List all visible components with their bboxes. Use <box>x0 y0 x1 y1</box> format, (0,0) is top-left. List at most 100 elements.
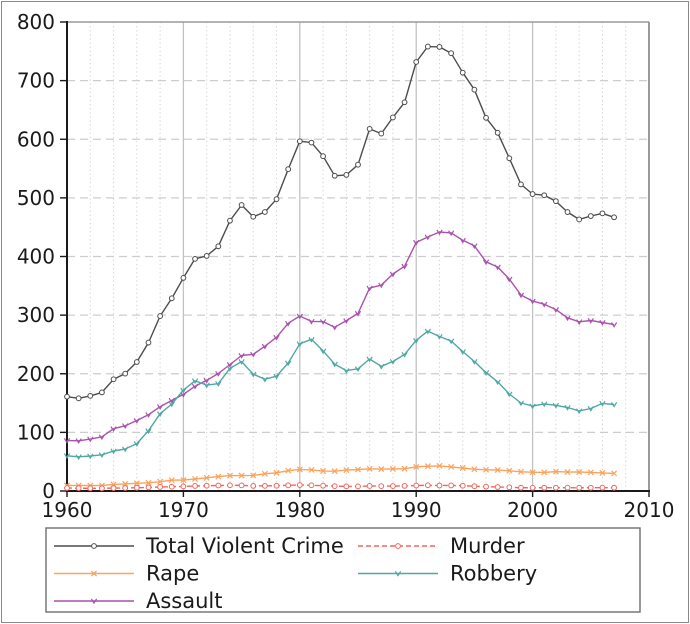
series-line-assault <box>66 231 615 442</box>
series-total-violent-crime <box>64 43 617 402</box>
data-point-marker <box>366 465 373 472</box>
data-point-marker <box>552 468 559 475</box>
data-point-marker <box>331 361 338 368</box>
data-point-marker <box>436 482 443 489</box>
data-point-marker <box>355 161 361 168</box>
data-point-marker <box>494 264 501 271</box>
y-tick-label: 300 <box>17 303 55 327</box>
data-point-marker <box>157 411 164 417</box>
data-point-marker <box>482 259 490 266</box>
data-point-marker <box>285 166 292 173</box>
data-point-marker <box>110 426 117 432</box>
data-point-marker <box>389 271 397 278</box>
data-point-marker <box>215 482 222 489</box>
data-point-marker <box>273 469 280 476</box>
data-point-marker <box>401 351 408 358</box>
data-point-marker <box>285 320 292 327</box>
data-point-marker <box>203 474 210 481</box>
data-point-marker <box>250 482 257 489</box>
data-point-marker <box>63 453 71 460</box>
data-point-marker <box>395 543 401 549</box>
series-assault <box>63 229 618 445</box>
data-point-marker <box>90 570 98 577</box>
y-tick-label: 0 <box>42 479 55 503</box>
data-point-marker <box>192 483 198 489</box>
data-point-marker <box>285 467 292 474</box>
data-point-marker <box>91 543 97 549</box>
data-point-marker <box>320 482 326 489</box>
data-point-marker <box>98 452 106 459</box>
data-point-marker <box>611 214 617 221</box>
data-point-marker <box>110 376 117 383</box>
x-tick-label: 2000 <box>507 498 558 522</box>
data-point-marker <box>552 402 559 409</box>
data-point-marker <box>436 229 443 236</box>
data-point-marker <box>157 484 164 490</box>
data-point-marker <box>355 483 361 490</box>
data-point-marker <box>494 466 501 473</box>
data-point-marker <box>261 470 268 477</box>
data-point-marker <box>64 393 70 400</box>
data-point-marker <box>145 412 152 418</box>
x-tick-label: 1960 <box>42 498 93 522</box>
x-tick-label: 2010 <box>624 498 675 522</box>
data-point-marker <box>506 276 513 283</box>
data-point-marker <box>122 485 129 491</box>
data-point-marker <box>576 468 583 476</box>
data-point-marker <box>203 377 210 384</box>
legend-box <box>45 527 641 613</box>
data-point-marker <box>564 469 571 476</box>
data-point-marker <box>90 598 98 605</box>
data-point-marker <box>401 99 408 106</box>
data-point-marker <box>343 318 350 324</box>
data-point-marker <box>250 213 257 220</box>
legend-item-robbery: Robbery <box>358 562 537 586</box>
data-point-marker <box>250 472 257 479</box>
data-point-marker <box>517 292 525 299</box>
data-point-marker <box>599 210 606 217</box>
data-point-marker <box>564 404 571 411</box>
data-point-marker <box>87 485 94 492</box>
data-point-marker <box>599 319 606 326</box>
data-point-marker <box>518 181 524 188</box>
y-tick-label: 600 <box>17 127 55 151</box>
data-point-marker <box>168 401 175 408</box>
series-line-rape <box>66 465 615 487</box>
data-point-marker <box>541 469 548 476</box>
data-point-marker <box>576 216 583 223</box>
data-point-marker <box>424 234 431 241</box>
legend: Total Violent Crime Rape Assault Murder Robb… <box>45 527 641 613</box>
data-point-marker <box>122 370 129 377</box>
data-point-marker <box>308 318 315 325</box>
data-point-marker <box>564 315 571 322</box>
data-point-marker <box>471 358 478 365</box>
y-tick-label: 700 <box>17 69 55 93</box>
y-tick-label: 800 <box>17 10 55 34</box>
y-tick-label: 200 <box>17 362 55 386</box>
data-point-marker <box>529 191 536 197</box>
data-point-marker <box>494 379 501 386</box>
data-point-marker <box>308 466 315 473</box>
data-point-marker <box>87 392 94 399</box>
data-point-marker <box>308 482 315 489</box>
data-point-marker <box>331 468 338 475</box>
legend-label-murder: Murder <box>450 534 525 558</box>
data-point-marker <box>354 310 362 317</box>
data-point-marker <box>180 274 187 281</box>
data-point-marker <box>227 482 233 489</box>
data-point-marker <box>459 237 466 244</box>
data-point-marker <box>308 139 315 146</box>
data-point-marker <box>75 485 82 492</box>
data-point-marker <box>483 114 489 121</box>
data-point-marker <box>529 298 536 305</box>
data-point-marker <box>296 313 303 320</box>
data-point-marker <box>250 371 257 378</box>
data-point-marker <box>168 295 175 302</box>
data-point-marker <box>110 485 117 492</box>
data-point-marker <box>541 401 548 408</box>
data-point-marker <box>250 351 257 358</box>
data-point-marker <box>552 484 559 491</box>
data-point-marker <box>98 434 106 441</box>
data-point-marker <box>261 209 268 215</box>
data-point-marker <box>610 322 618 328</box>
